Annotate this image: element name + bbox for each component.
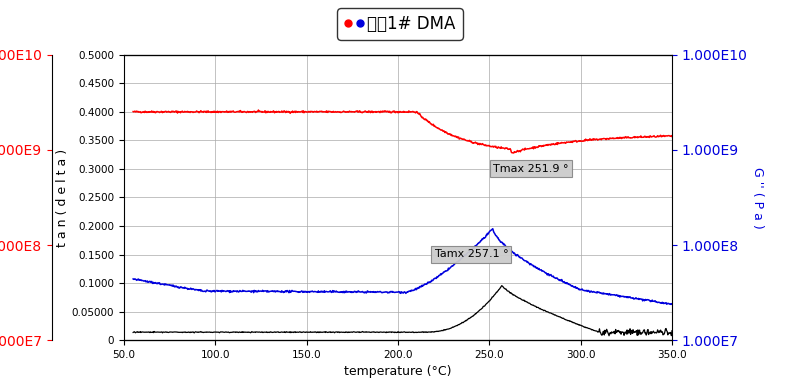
- X-axis label: temperature (°C): temperature (°C): [344, 366, 452, 378]
- Legend: , 碳帝1# DMA: , 碳帝1# DMA: [338, 8, 462, 39]
- Y-axis label: G '' ( P a ): G '' ( P a ): [751, 167, 764, 228]
- Y-axis label: t a n ( d e l t a ): t a n ( d e l t a ): [56, 149, 69, 246]
- Text: Tamx 257.1 °: Tamx 257.1 °: [434, 249, 508, 259]
- Text: Tmax 251.9 °: Tmax 251.9 °: [493, 164, 569, 174]
